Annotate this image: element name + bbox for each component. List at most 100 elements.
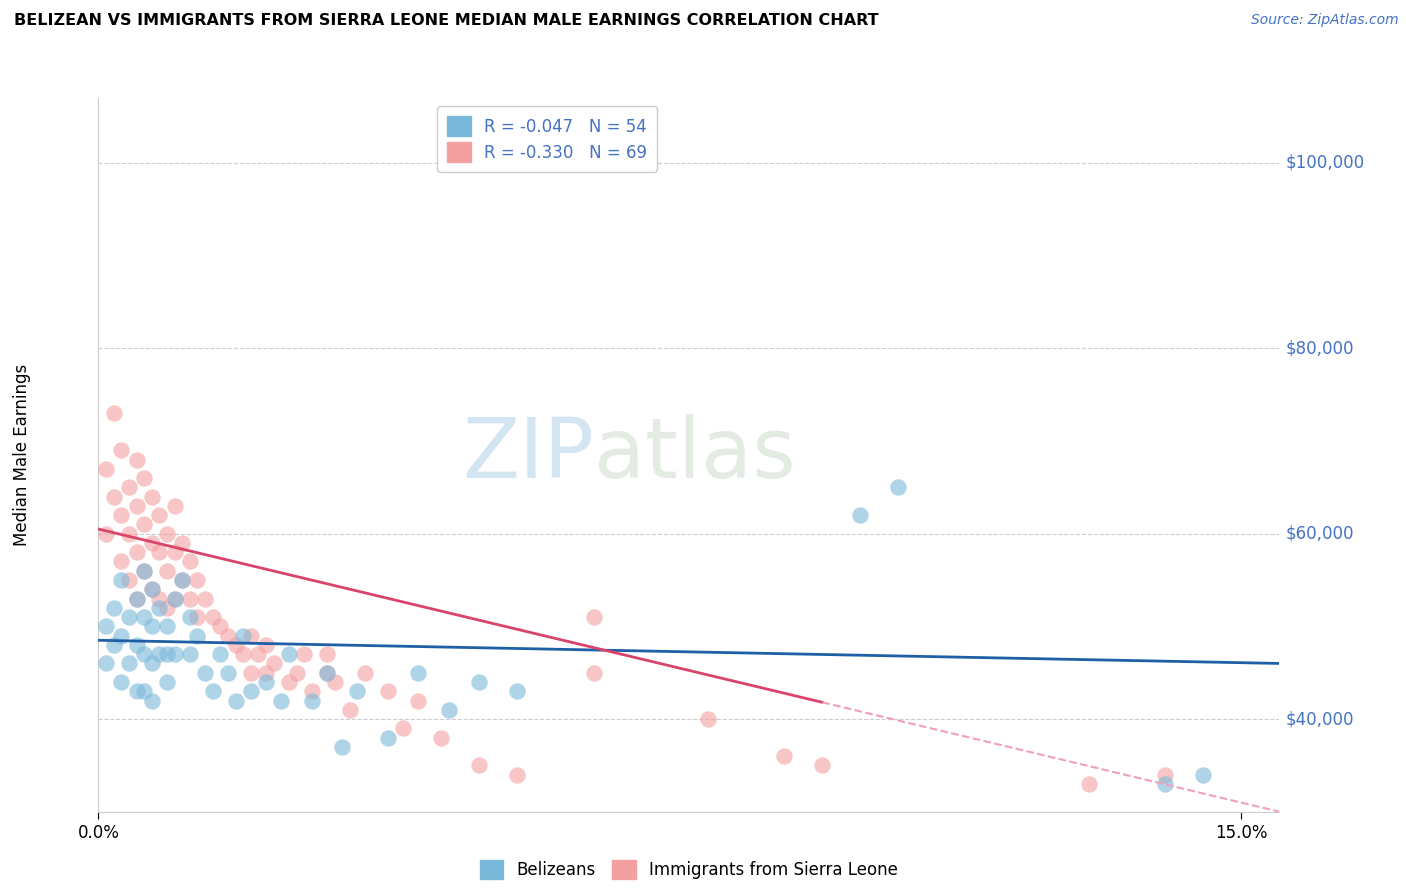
Point <box>148 545 170 559</box>
Point <box>118 657 141 671</box>
Point <box>697 712 720 726</box>
Point <box>239 665 262 680</box>
Point <box>209 647 232 661</box>
Point <box>141 582 163 597</box>
Point <box>392 721 415 735</box>
Point <box>346 684 368 698</box>
Text: Median Male Earnings: Median Male Earnings <box>13 364 31 546</box>
Point <box>1154 777 1177 791</box>
Point <box>217 629 239 643</box>
Point <box>194 665 217 680</box>
Point <box>225 638 247 652</box>
Point <box>186 610 208 624</box>
Text: $60,000: $60,000 <box>1285 524 1354 542</box>
Point <box>103 638 125 652</box>
Point <box>94 526 117 541</box>
Point <box>292 647 315 661</box>
Point <box>148 508 170 523</box>
Point <box>1192 767 1215 781</box>
Point <box>172 536 194 550</box>
Point <box>103 600 125 615</box>
Point <box>141 490 163 504</box>
Point <box>134 647 156 661</box>
Legend: Belizeans, Immigrants from Sierra Leone: Belizeans, Immigrants from Sierra Leone <box>474 853 904 886</box>
Point <box>247 647 270 661</box>
Point <box>156 619 179 633</box>
Point <box>377 731 399 745</box>
Point <box>163 591 186 606</box>
Point <box>277 647 299 661</box>
Point <box>134 564 156 578</box>
Point <box>232 629 254 643</box>
Point <box>468 675 491 690</box>
Point <box>1154 767 1177 781</box>
Point <box>263 657 285 671</box>
Point <box>408 665 430 680</box>
Point <box>148 600 170 615</box>
Point <box>773 749 796 764</box>
Point <box>125 499 148 513</box>
Point <box>277 675 299 690</box>
Point <box>201 610 224 624</box>
Point <box>134 610 156 624</box>
Point <box>225 693 247 707</box>
Point <box>156 647 179 661</box>
Point <box>141 582 163 597</box>
Point <box>408 693 430 707</box>
Point <box>339 703 361 717</box>
Point <box>110 443 132 458</box>
Point <box>270 693 292 707</box>
Point <box>849 508 872 523</box>
Point <box>134 517 156 532</box>
Point <box>811 758 834 772</box>
Point <box>1078 777 1101 791</box>
Point <box>156 564 179 578</box>
Point <box>209 619 232 633</box>
Point <box>94 619 117 633</box>
Point <box>125 684 148 698</box>
Point <box>163 545 186 559</box>
Point <box>148 647 170 661</box>
Point <box>141 693 163 707</box>
Point <box>118 526 141 541</box>
Point <box>125 591 148 606</box>
Point <box>186 573 208 587</box>
Point <box>323 675 346 690</box>
Point <box>134 564 156 578</box>
Text: $100,000: $100,000 <box>1285 154 1364 172</box>
Point <box>156 675 179 690</box>
Point <box>239 684 262 698</box>
Point <box>163 499 186 513</box>
Point <box>141 619 163 633</box>
Point <box>94 462 117 476</box>
Point <box>125 591 148 606</box>
Point <box>148 591 170 606</box>
Point <box>232 647 254 661</box>
Text: Source: ZipAtlas.com: Source: ZipAtlas.com <box>1251 13 1399 28</box>
Point <box>156 526 179 541</box>
Point <box>254 675 277 690</box>
Point <box>301 684 323 698</box>
Point <box>125 452 148 467</box>
Text: atlas: atlas <box>595 415 796 495</box>
Point <box>354 665 377 680</box>
Text: $40,000: $40,000 <box>1285 710 1354 728</box>
Point <box>301 693 323 707</box>
Point <box>377 684 399 698</box>
Point <box>316 665 339 680</box>
Point <box>887 480 910 494</box>
Point <box>316 665 339 680</box>
Point <box>94 657 117 671</box>
Point <box>179 591 201 606</box>
Point <box>254 665 277 680</box>
Point <box>179 610 201 624</box>
Point <box>194 591 217 606</box>
Point <box>316 647 339 661</box>
Point <box>118 610 141 624</box>
Point <box>179 554 201 568</box>
Point <box>506 684 529 698</box>
Point <box>201 684 224 698</box>
Point <box>239 629 262 643</box>
Point <box>110 675 132 690</box>
Text: ZIP: ZIP <box>463 415 595 495</box>
